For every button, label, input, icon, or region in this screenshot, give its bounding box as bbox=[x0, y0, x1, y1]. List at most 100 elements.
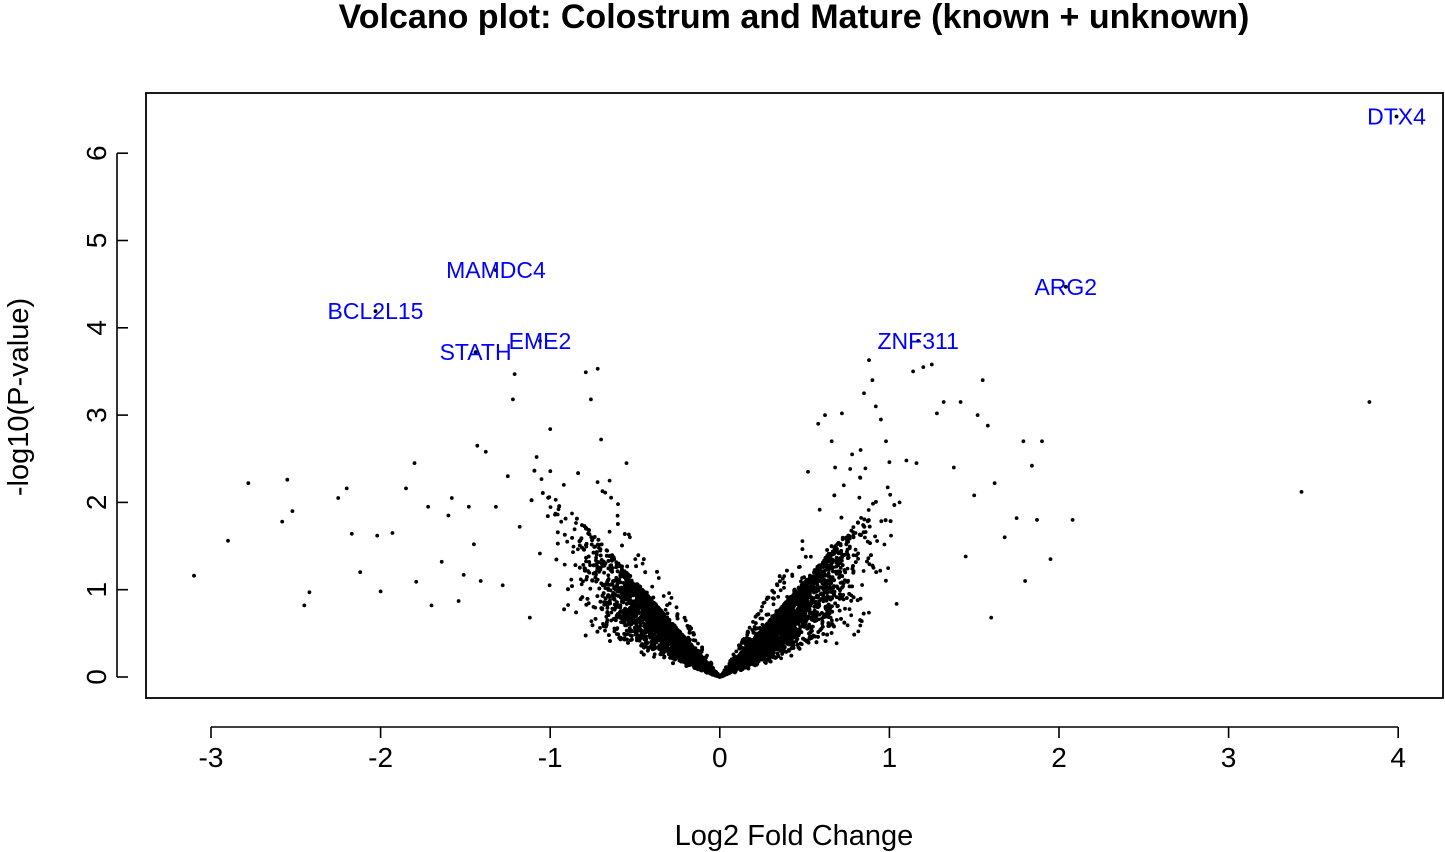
data-point bbox=[562, 562, 567, 567]
data-point bbox=[866, 556, 871, 561]
data-point bbox=[619, 580, 623, 585]
data-point bbox=[851, 553, 856, 558]
data-point bbox=[652, 652, 657, 657]
data-point bbox=[871, 501, 875, 506]
data-point bbox=[591, 605, 596, 609]
data-point bbox=[867, 562, 872, 567]
data-point bbox=[790, 574, 795, 578]
data-point bbox=[669, 596, 674, 600]
data-point bbox=[760, 616, 765, 621]
data-point bbox=[615, 513, 620, 518]
x-tick-label: 4 bbox=[1390, 742, 1406, 773]
data-point bbox=[860, 583, 864, 587]
data-point bbox=[886, 566, 890, 570]
data-point bbox=[782, 574, 787, 578]
data-point bbox=[640, 561, 645, 566]
data-point bbox=[837, 575, 841, 580]
data-point bbox=[734, 649, 739, 654]
data-point bbox=[623, 623, 627, 628]
data-point bbox=[667, 591, 671, 595]
y-tick-label: 4 bbox=[81, 320, 112, 336]
data-point bbox=[834, 555, 839, 560]
x-tick-label: 3 bbox=[1221, 742, 1237, 773]
data-point bbox=[569, 577, 574, 582]
data-point bbox=[776, 595, 781, 599]
x-tick-label: 0 bbox=[712, 742, 728, 773]
data-point bbox=[633, 557, 638, 561]
y-tick-label: 3 bbox=[81, 407, 112, 423]
data-point bbox=[847, 607, 852, 611]
data-point bbox=[581, 563, 586, 567]
x-tick-label: -3 bbox=[199, 742, 224, 773]
data-point bbox=[849, 613, 854, 618]
y-tick-label: 0 bbox=[81, 669, 112, 685]
data-point bbox=[665, 611, 670, 616]
data-point bbox=[598, 626, 602, 630]
data-point bbox=[574, 521, 578, 525]
data-point bbox=[858, 623, 863, 628]
data-point bbox=[888, 492, 893, 497]
data-point bbox=[841, 584, 845, 588]
data-points bbox=[192, 114, 1399, 679]
data-point bbox=[863, 535, 867, 540]
data-point bbox=[696, 641, 700, 646]
data-point bbox=[605, 600, 609, 605]
y-tick-label: 6 bbox=[81, 145, 112, 161]
data-point bbox=[861, 569, 866, 573]
data-point bbox=[857, 495, 862, 500]
data-point bbox=[853, 547, 858, 552]
y-tick-label: 2 bbox=[81, 495, 112, 511]
data-point bbox=[548, 469, 553, 474]
data-point bbox=[841, 483, 846, 488]
data-point bbox=[863, 466, 868, 471]
data-point bbox=[603, 490, 608, 495]
chart-title: Volcano plot: Colostrum and Mature (know… bbox=[339, 0, 1250, 36]
data-point bbox=[779, 656, 783, 661]
plot-frame bbox=[145, 92, 1444, 699]
x-tick-label: -2 bbox=[368, 742, 393, 773]
data-point bbox=[851, 525, 856, 529]
data-point bbox=[613, 605, 618, 610]
data-point bbox=[845, 623, 850, 628]
y-tick-label: 1 bbox=[81, 582, 112, 598]
data-point bbox=[759, 608, 763, 613]
data-point bbox=[762, 600, 767, 605]
data-point bbox=[636, 553, 641, 558]
data-point bbox=[606, 573, 611, 578]
data-point bbox=[612, 629, 617, 634]
data-point bbox=[609, 610, 614, 615]
data-point bbox=[588, 563, 592, 568]
x-tick-label: 1 bbox=[882, 742, 898, 773]
data-point bbox=[884, 578, 888, 583]
data-point bbox=[873, 534, 877, 539]
data-point bbox=[572, 527, 577, 532]
data-point bbox=[867, 610, 871, 615]
data-point bbox=[782, 585, 786, 590]
data-point bbox=[556, 507, 561, 512]
data-point bbox=[602, 570, 606, 575]
data-point bbox=[594, 555, 598, 560]
data-point bbox=[889, 533, 893, 538]
data-point bbox=[809, 554, 813, 559]
data-point bbox=[817, 507, 822, 512]
y-tick-label: 5 bbox=[81, 233, 112, 249]
y-axis: 0 1 2 3 4 5 6 bbox=[81, 145, 128, 685]
data-point bbox=[878, 568, 883, 573]
data-point bbox=[866, 508, 871, 512]
data-point bbox=[800, 539, 805, 543]
data-point bbox=[771, 602, 776, 607]
data-point bbox=[539, 477, 544, 481]
data-point bbox=[848, 467, 853, 471]
data-point bbox=[656, 576, 661, 580]
data-point bbox=[553, 497, 558, 502]
data-point bbox=[802, 575, 806, 579]
x-tick-label: 2 bbox=[1051, 742, 1067, 773]
data-point bbox=[856, 556, 860, 561]
data-point bbox=[614, 575, 619, 580]
data-point bbox=[834, 641, 839, 646]
x-tick-label: -1 bbox=[538, 742, 563, 773]
data-point bbox=[625, 632, 630, 636]
x-axis: -3 -2 -1 0 1 2 3 4 bbox=[199, 726, 1406, 773]
data-point bbox=[603, 628, 607, 633]
